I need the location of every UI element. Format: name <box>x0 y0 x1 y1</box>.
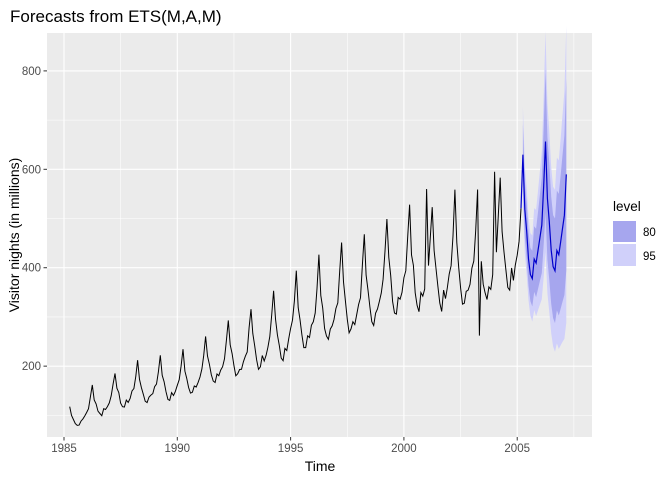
x-tick-label: 2000 <box>391 443 417 455</box>
legend: level 80 95 <box>613 199 656 266</box>
x-tick-label: 1995 <box>278 443 304 455</box>
forecast-line <box>520 141 567 281</box>
legend-label-80: 80 <box>643 227 656 239</box>
legend-key-80 <box>613 221 636 242</box>
x-tick-label: 1985 <box>51 443 77 455</box>
chart-title: Forecasts from ETS(M,A,M) <box>10 7 222 26</box>
axis-ticks: 1985 1990 1995 2000 2005 200 400 600 800 <box>22 66 530 455</box>
x-tick-label: 2005 <box>504 443 530 455</box>
y-tick-label: 600 <box>22 164 41 176</box>
x-axis-title: Time <box>305 458 336 474</box>
major-gridlines <box>47 33 592 437</box>
minor-gridlines <box>47 33 592 437</box>
y-tick-label: 800 <box>22 66 41 78</box>
history-line <box>69 171 522 426</box>
legend-title: level <box>613 199 641 214</box>
plot-panel <box>47 33 592 437</box>
y-tick-label: 200 <box>22 361 41 373</box>
legend-key-95 <box>613 244 636 266</box>
legend-label-95: 95 <box>643 251 656 263</box>
x-tick-label: 1990 <box>165 443 191 455</box>
y-axis-title: Visitor nights (in millions) <box>6 158 22 313</box>
series-lines <box>69 141 567 426</box>
y-tick-label: 400 <box>22 263 41 275</box>
